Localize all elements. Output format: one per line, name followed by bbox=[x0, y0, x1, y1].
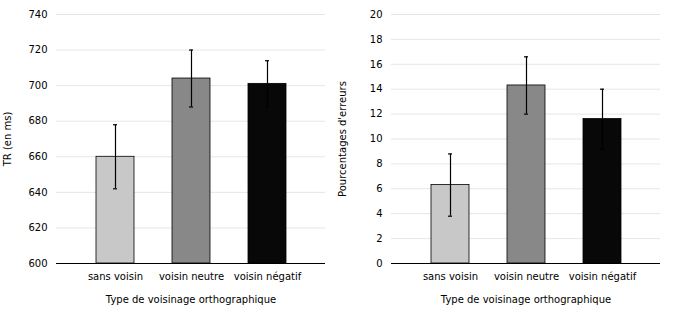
svg-text:voisin neutre: voisin neutre bbox=[494, 271, 559, 282]
svg-text:700: 700 bbox=[28, 80, 47, 91]
svg-text:6: 6 bbox=[376, 183, 382, 194]
svg-text:14: 14 bbox=[370, 83, 383, 94]
svg-text:4: 4 bbox=[376, 208, 382, 219]
svg-text:10: 10 bbox=[370, 133, 383, 144]
svg-text:2: 2 bbox=[376, 233, 382, 244]
svg-text:660: 660 bbox=[28, 151, 47, 162]
svg-text:voisin négatif: voisin négatif bbox=[569, 271, 637, 282]
svg-text:Pourcentages d'erreurs: Pourcentages d'erreurs bbox=[337, 81, 348, 197]
svg-text:18: 18 bbox=[370, 34, 383, 45]
svg-text:voisin neutre: voisin neutre bbox=[159, 271, 224, 282]
svg-text:sans voisin: sans voisin bbox=[88, 271, 143, 282]
svg-text:16: 16 bbox=[370, 59, 383, 70]
svg-text:680: 680 bbox=[28, 115, 47, 126]
svg-text:740: 740 bbox=[28, 9, 47, 20]
svg-text:8: 8 bbox=[376, 158, 382, 169]
svg-text:720: 720 bbox=[28, 44, 47, 55]
svg-text:Type de voisinage orthographiq: Type de voisinage orthographique bbox=[440, 294, 611, 305]
svg-text:0: 0 bbox=[376, 258, 382, 269]
svg-text:Type de voisinage orthographiq: Type de voisinage orthographique bbox=[105, 294, 276, 305]
svg-text:voisin négatif: voisin négatif bbox=[234, 271, 302, 282]
svg-text:600: 600 bbox=[28, 258, 47, 269]
svg-text:12: 12 bbox=[370, 108, 383, 119]
svg-text:620: 620 bbox=[28, 222, 47, 233]
svg-text:20: 20 bbox=[370, 9, 383, 20]
svg-text:640: 640 bbox=[28, 187, 47, 198]
svg-text:sans voisin: sans voisin bbox=[423, 271, 478, 282]
svg-text:TR (en ms): TR (en ms) bbox=[2, 112, 13, 168]
